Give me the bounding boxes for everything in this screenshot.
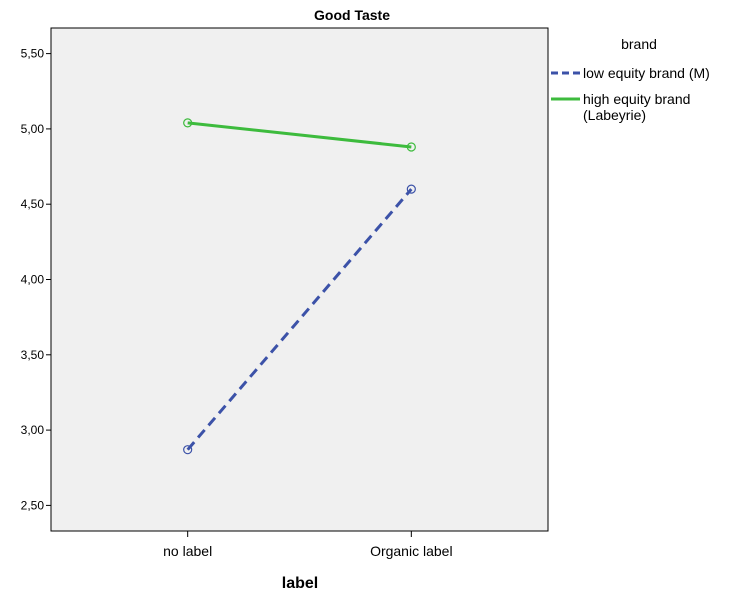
chart-title: Good Taste: [314, 7, 390, 23]
y-tick-label: 5,00: [21, 122, 45, 136]
y-tick-label: 3,50: [21, 348, 45, 362]
y-tick-label: 4,50: [21, 197, 45, 211]
series-line-1: [187, 121, 412, 149]
data-point: [183, 118, 193, 128]
legend-title: brand: [621, 36, 657, 52]
x-tick-label: Organic label: [370, 543, 453, 559]
series-layer: [183, 118, 416, 455]
data-point: [183, 445, 193, 455]
y-tick-label: 5,50: [21, 47, 45, 61]
y-tick-label: 2,50: [21, 498, 45, 512]
series-line-0: [186, 188, 413, 451]
x-tick-label: no label: [163, 543, 212, 559]
legend-label: high equity brand: [583, 91, 690, 107]
plot-area: [50, 27, 549, 532]
legend-label: (Labeyrie): [583, 107, 646, 123]
y-axis: 2,50 3,00 3,50 4,00 4,50 5,00 5,50: [21, 47, 51, 512]
data-point: [406, 142, 416, 152]
data-point: [406, 184, 416, 194]
legend: brand low equity brand (M) high equity br…: [551, 36, 710, 123]
x-axis-title: label: [282, 575, 318, 592]
legend-label: low equity brand (M): [583, 65, 710, 81]
y-tick-label: 3,00: [21, 423, 45, 437]
y-tick-label: 4,00: [21, 273, 45, 287]
x-axis: no label Organic label: [163, 531, 453, 559]
